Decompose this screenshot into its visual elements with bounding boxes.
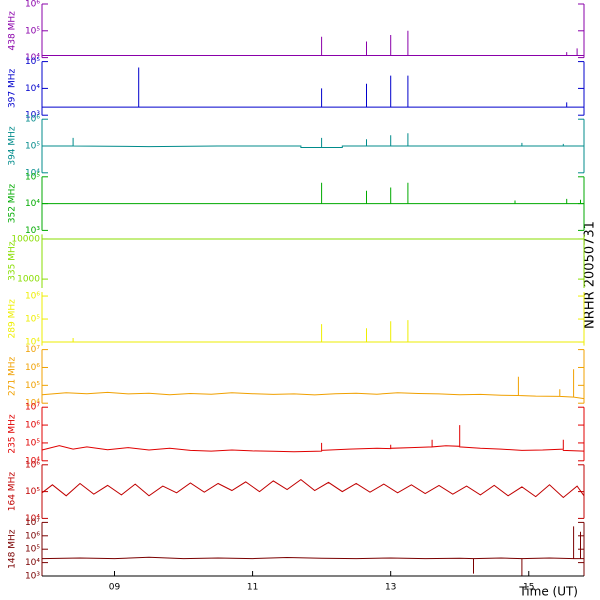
y-tick-label: 10⁵ xyxy=(25,57,40,67)
y-tick-label: 10⁴ xyxy=(25,338,40,348)
y-tick-label: 10³ xyxy=(25,226,40,236)
y-tick-label: 10⁵ xyxy=(25,545,40,555)
series-line xyxy=(41,526,584,576)
y-tick-label: 10⁶ xyxy=(25,363,40,373)
y-tick-label: 10⁴ xyxy=(25,514,40,524)
y-axis-label: 352 MHz xyxy=(8,184,18,224)
x-tick-label: 15 xyxy=(523,583,534,593)
y-axis-label: 394 MHz xyxy=(8,126,18,166)
y-tick-label: 10⁴ xyxy=(25,53,40,63)
y-axis-label: 289 MHz xyxy=(8,299,18,339)
y-tick-label: 10⁴ xyxy=(25,456,40,466)
y-tick-label: 10⁵ xyxy=(25,381,40,391)
y-axis-label: 271 MHz xyxy=(8,356,18,396)
x-tick-label: 11 xyxy=(247,583,258,593)
y-tick-label: 1000 xyxy=(17,275,40,285)
x-axis-label: Time (UT) xyxy=(518,585,578,599)
y-tick-label: 10⁴ xyxy=(25,84,40,94)
series-line xyxy=(41,369,585,400)
y-tick-label: 10⁵ xyxy=(25,142,40,152)
series-line xyxy=(42,133,584,148)
y-tick-label: 10⁴ xyxy=(25,558,40,568)
y-tick-label: 10³ xyxy=(25,572,40,582)
y-axis-label: 335 MHz xyxy=(8,241,18,281)
y-tick-label: 10⁷ xyxy=(25,345,40,355)
y-tick-label: 10⁵ xyxy=(25,315,40,325)
y-tick-label: 10⁵ xyxy=(25,172,40,182)
y-axis-label: 235 MHz xyxy=(8,414,18,454)
y-tick-label: 10⁶ xyxy=(25,0,40,10)
series-line xyxy=(42,67,584,108)
y-tick-label: 10⁶ xyxy=(25,460,40,470)
y-axis-label: 438 MHz xyxy=(8,11,18,51)
y-tick-label: 10⁵ xyxy=(25,487,40,497)
y-tick-label: 10⁵ xyxy=(25,26,40,36)
y-tick-label: 10000 xyxy=(11,234,40,244)
y-tick-label: 10⁶ xyxy=(25,531,40,541)
y-tick-label: 10⁴ xyxy=(25,399,40,409)
chart-title: NRHR 20050731 xyxy=(583,221,598,329)
y-tick-label: 10⁶ xyxy=(25,115,40,125)
x-tick-label: 13 xyxy=(385,583,396,593)
y-tick-label: 10⁵ xyxy=(25,438,40,448)
y-tick-label: 10³ xyxy=(25,111,40,121)
y-tick-label: 10⁴ xyxy=(25,199,40,209)
series-line xyxy=(42,30,584,56)
y-axis-label: 397 MHz xyxy=(8,68,18,108)
y-tick-label: 10⁷ xyxy=(25,518,40,528)
series-line xyxy=(41,425,585,453)
series-line xyxy=(42,320,584,343)
y-axis-label: 164 MHz xyxy=(8,472,18,512)
series-line xyxy=(41,478,585,499)
y-tick-label: 10⁴ xyxy=(25,168,40,178)
x-tick-label: 09 xyxy=(109,583,121,593)
y-tick-label: 10⁷ xyxy=(25,403,40,413)
y-axis-label: 148 MHz xyxy=(8,529,18,569)
series-line xyxy=(42,182,584,205)
y-tick-label: 10⁶ xyxy=(25,421,40,431)
y-tick-label: 10⁶ xyxy=(25,292,40,302)
